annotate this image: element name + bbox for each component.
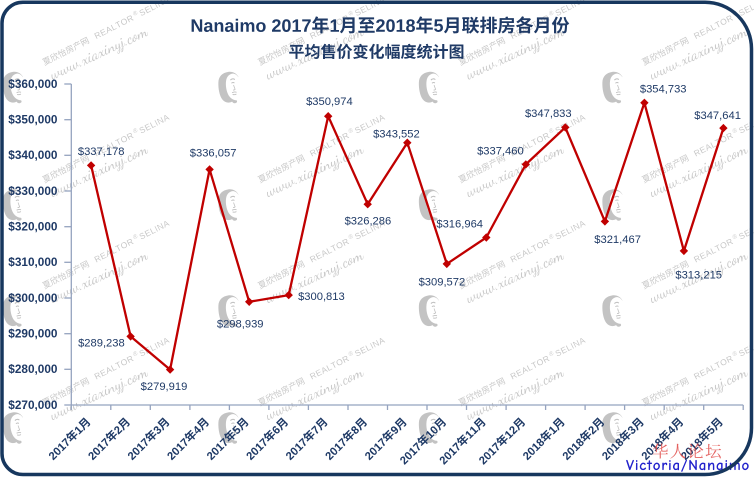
svg-text:$330,000: $330,000 (8, 184, 58, 198)
svg-text:$340,000: $340,000 (8, 148, 58, 162)
svg-text:$343,552: $343,552 (373, 128, 420, 140)
svg-text:$309,572: $309,572 (419, 277, 466, 289)
svg-text:$320,000: $320,000 (8, 220, 58, 234)
svg-text:$270,000: $270,000 (8, 398, 58, 412)
svg-text:$313,215: $313,215 (675, 270, 722, 282)
svg-text:$316,964: $316,964 (436, 219, 483, 231)
svg-text:$321,467: $321,467 (594, 234, 641, 246)
svg-text:$289,238: $289,238 (78, 338, 125, 350)
svg-text:$336,057: $336,057 (190, 148, 237, 160)
svg-text:$350,000: $350,000 (8, 113, 58, 127)
svg-text:$347,833: $347,833 (525, 108, 572, 120)
svg-text:$350,974: $350,974 (306, 96, 353, 108)
svg-text:$347,641: $347,641 (694, 110, 741, 122)
svg-text:$354,733: $354,733 (640, 84, 687, 96)
svg-text:$337,178: $337,178 (78, 146, 125, 158)
svg-text:$280,000: $280,000 (8, 362, 58, 376)
svg-text:$326,286: $326,286 (345, 215, 392, 227)
svg-text:$290,000: $290,000 (8, 327, 58, 341)
svg-text:$360,000: $360,000 (8, 77, 58, 91)
svg-text:$300,813: $300,813 (298, 291, 345, 303)
svg-text:$337,460: $337,460 (477, 146, 524, 158)
svg-text:$298,939: $298,939 (217, 318, 264, 330)
svg-text:$279,919: $279,919 (141, 381, 188, 393)
svg-text:$300,000: $300,000 (8, 291, 58, 305)
svg-text:$310,000: $310,000 (8, 255, 58, 269)
